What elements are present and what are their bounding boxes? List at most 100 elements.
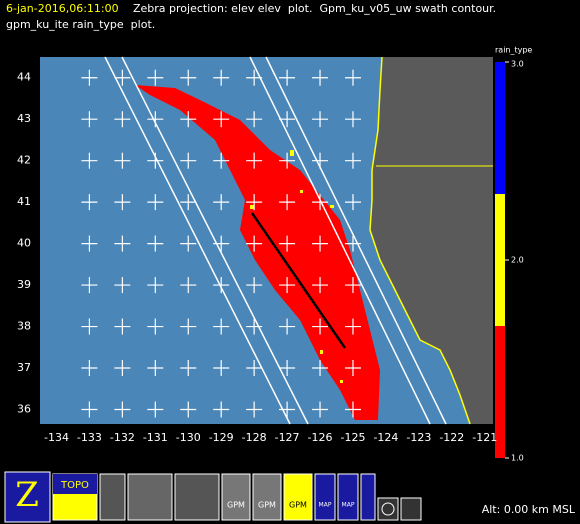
title-line1: Zebra projection: elev elev plot. Gpm_ku… [133,2,496,15]
grid-cross [246,152,263,169]
ku2-button[interactable] [174,473,220,521]
grid-cross [147,152,164,169]
grid-cross [213,318,230,335]
grid-cross [213,235,230,252]
grid-cross [246,277,263,294]
grid-cross [312,69,329,86]
grid-cross [81,111,98,128]
y-tick-label: 42 [17,154,31,167]
grid-cross [246,69,263,86]
grid-cross [114,360,131,377]
grid-cross [213,152,230,169]
grid-cross [147,111,164,128]
grid-cross [246,360,263,377]
zebra-logo: Z [15,475,39,515]
grid-cross [147,69,164,86]
grid-cross [344,277,361,294]
grid-cross [312,194,329,211]
grid-cross [279,111,296,128]
toolbar-label: GPM [289,501,307,510]
grid-cross [81,277,98,294]
gpm-sf2-button[interactable] [252,473,282,521]
x-tick-label: -124 [373,431,398,444]
grid-cross [312,318,329,335]
y-tick-label: 40 [17,237,31,250]
gpm-sf3-button[interactable] [283,473,313,521]
grid-cross [279,152,296,169]
ku-button[interactable] [127,473,173,521]
y-tick-label: 37 [17,361,31,374]
grid-cross [147,360,164,377]
grid-cross [180,318,197,335]
x-tick-label: -134 [44,431,69,444]
y-tick-label: 36 [17,402,31,415]
colorbar-segment [495,62,505,194]
grid-cross [344,69,361,86]
grid-cross [147,277,164,294]
x-tick-label: -122 [439,431,464,444]
colorbar-tick-label: 1.0 [511,454,524,463]
grid-cross [180,401,197,418]
x-tick-label: -132 [110,431,135,444]
grid-button[interactable] [400,497,422,521]
grid-cross [81,152,98,169]
grid-cross [180,69,197,86]
grid-cross [114,277,131,294]
x-tick-label: -125 [340,431,365,444]
grid-cross [213,194,230,211]
map-button[interactable] [314,473,336,521]
grid-cross [81,194,98,211]
bounds-button[interactable] [360,473,376,521]
land [370,57,493,424]
grid-cross [312,111,329,128]
colorbar: rain_type 1.0 2.0 3.0 [495,46,532,463]
x-tick-label: -131 [143,431,168,444]
toolbar-label: MAP [342,502,355,509]
grid-cross [246,111,263,128]
grid-cross [81,360,98,377]
toolbar: Z TOPO GPM GPM GPM MAP MAP Alt: 0.00 km … [4,471,576,523]
colorbar-tick-label: 2.0 [511,256,524,265]
zebra-button[interactable] [4,471,51,523]
grid-cross [344,318,361,335]
x-tick-label: -133 [77,431,102,444]
grid-cross [114,69,131,86]
grid-cross [213,401,230,418]
grid-cross [312,360,329,377]
map2-button[interactable] [337,473,359,521]
grid-cross [312,277,329,294]
grid-cross [246,318,263,335]
title-line2: gpm_ku_ite rain_type plot. [6,18,155,31]
grid-cross [213,69,230,86]
ring-button[interactable] [377,497,399,521]
grid-cross [81,318,98,335]
grid-cross [312,152,329,169]
rain-area [135,85,380,420]
grid-cross [312,235,329,252]
grid-cross [147,318,164,335]
grid-cross [246,235,263,252]
grid-cross [344,401,361,418]
grid-cross [279,277,296,294]
grid-cross [180,360,197,377]
ir-button[interactable] [99,473,126,521]
grid-cross [279,401,296,418]
grid-cross [81,235,98,252]
grid-crosses [81,69,361,418]
grid-cross [344,111,361,128]
timestamp: 6-jan-2016,06:11:00 [6,2,119,15]
x-tick-label: -129 [209,431,234,444]
grid-cross [312,401,329,418]
grid-cross [279,235,296,252]
grid-cross [147,401,164,418]
coastline [369,56,471,425]
grid-cross [246,194,263,211]
y-tick-label: 44 [17,71,31,84]
x-tick-label: -130 [176,431,201,444]
x-tick-label: -123 [406,431,431,444]
colorbar-segment [495,326,505,458]
grid-cross [279,69,296,86]
toolbar-label: GPM [258,501,276,510]
gpm-sf-button[interactable] [221,473,251,521]
